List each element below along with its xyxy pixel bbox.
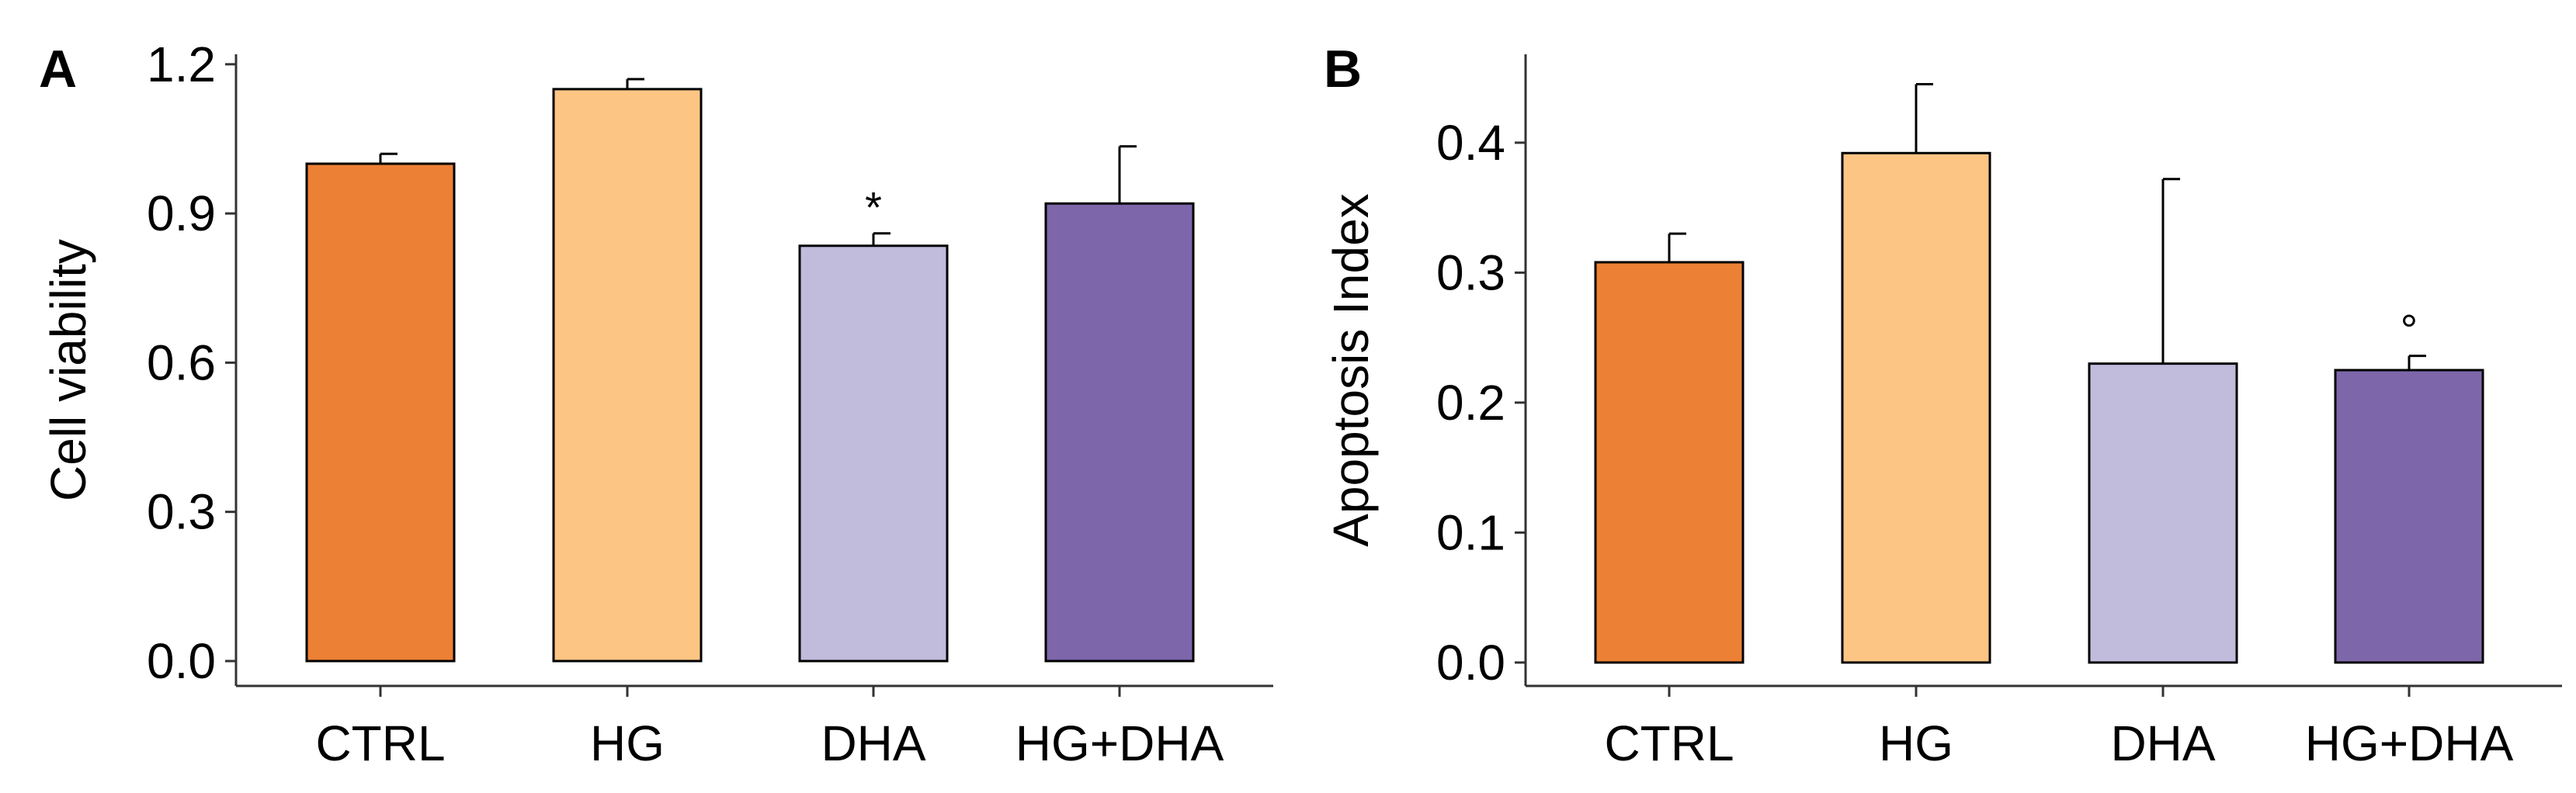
panel-a-significance-mark: * xyxy=(865,183,882,232)
panel-b-category-label: DHA xyxy=(2110,715,2215,771)
panel-a-y-tick-label: 0.9 xyxy=(147,185,216,241)
panel-b-y-tick-label: 0.3 xyxy=(1436,244,1505,300)
panel-b-y-axis-title: Apoptosis Index xyxy=(1323,193,1379,546)
panel-b-bar-ctrl xyxy=(1594,261,1745,664)
panel-a: A 0.0 0.3 0.6 0.9 1.2 Cell viability CTRL HG DHA *… xyxy=(39,36,1273,771)
panel-b-y-tick-label: 0.4 xyxy=(1436,115,1505,171)
panel-b-bar-dha xyxy=(2088,362,2238,664)
panel-b-y-tick-label: 0.2 xyxy=(1436,375,1505,431)
panel-a-category-label: HG xyxy=(590,715,665,771)
panel-a-bar-hg xyxy=(552,88,703,663)
panel-a-category-label: HG+DHA xyxy=(1015,715,1224,771)
panel-a-bar-ctrl xyxy=(305,162,456,663)
panel-b-category-label: HG xyxy=(1879,715,1953,771)
panel-a-y-tick-label: 1.2 xyxy=(147,36,216,92)
panel-b-bar-hg xyxy=(1841,151,1991,664)
panel-a-category-label: DHA xyxy=(821,715,925,771)
panel-a-y-tick-label: 0.6 xyxy=(147,334,216,390)
panel-a-letter: A xyxy=(39,40,77,99)
panel-b-letter: B xyxy=(1324,40,1362,99)
panel-a-bar-hg-dha xyxy=(1044,202,1195,663)
panel-b-bar-hg-dha xyxy=(2334,369,2484,664)
panel-b-y-tick-label: 0.1 xyxy=(1436,504,1505,560)
panel-b-category-label: CTRL xyxy=(1604,715,1734,771)
panel-a-y-tick-label: 0.0 xyxy=(147,633,216,689)
panel-b-significance-mark: ° xyxy=(2401,306,2418,355)
panel-b-y-tick-label: 0.0 xyxy=(1436,635,1505,691)
panel-a-category-label: CTRL xyxy=(315,715,445,771)
panel-b: B 0.0 0.1 0.2 0.3 0.4 Apoptosis Index CTRL HG DHA… xyxy=(1323,40,2562,771)
panel-a-y-tick-label: 0.3 xyxy=(147,484,216,540)
panel-b-category-label: HG+DHA xyxy=(2305,715,2514,771)
panel-a-y-axis-title: Cell viability xyxy=(40,239,96,501)
panel-a-bar-dha xyxy=(798,244,949,663)
